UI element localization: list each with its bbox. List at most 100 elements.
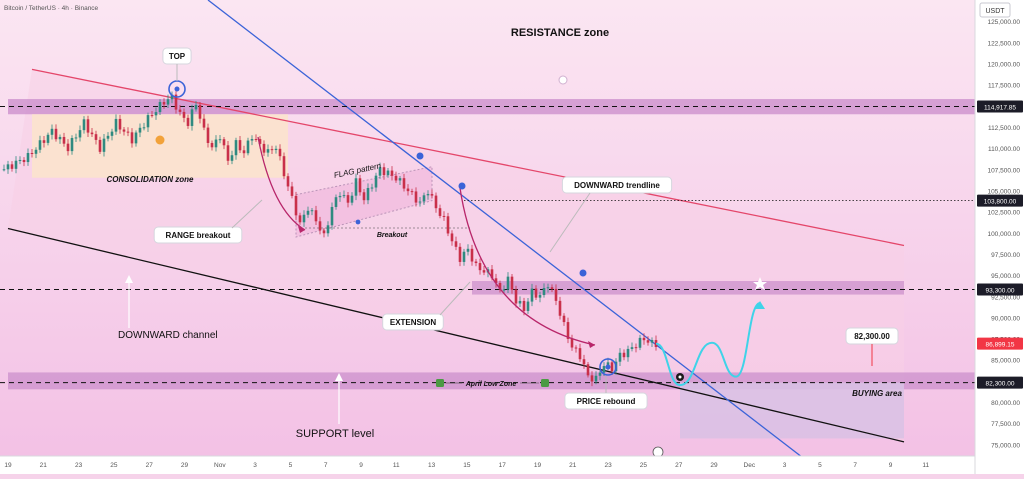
candle (286, 176, 290, 187)
channel-pointer-head (125, 275, 133, 283)
candle (158, 102, 162, 113)
x-tick: 19 (4, 462, 12, 469)
april-low-label: April Low Zone (465, 381, 517, 388)
candle (150, 115, 154, 117)
y-tick: 92,500.00 (991, 294, 1020, 301)
candle (214, 139, 218, 148)
candle (550, 287, 554, 289)
candle (542, 288, 546, 296)
candle (398, 178, 402, 181)
candle (330, 206, 334, 226)
candle (570, 338, 574, 348)
candle (602, 366, 606, 373)
zone-resistance (8, 99, 975, 115)
candle (366, 187, 370, 201)
candle (118, 118, 122, 130)
x-tick: 29 (181, 462, 189, 469)
candle (358, 178, 362, 193)
candle (106, 135, 110, 139)
candle (470, 248, 474, 262)
candle (102, 138, 106, 152)
candle (326, 225, 330, 234)
breakout-dot (355, 219, 361, 225)
extension-arrow (459, 187, 596, 346)
candle (310, 210, 314, 212)
price-tag-label: 93,300.00 (986, 287, 1015, 294)
buy-eye-pupil (678, 375, 682, 379)
candle (250, 139, 254, 141)
consolidation-label: CONSOLIDATION zone (107, 175, 195, 184)
x-tick: 5 (818, 462, 822, 469)
star-icon (753, 277, 767, 291)
annotations: TOP RANGE breakout DOWNWARD trendline EXTEN… (107, 27, 902, 458)
candle (638, 337, 642, 348)
candle (318, 221, 322, 231)
candle (466, 248, 470, 252)
arrows (257, 136, 596, 348)
candle (650, 340, 654, 343)
x-tick: 15 (463, 462, 471, 469)
candle (590, 375, 594, 382)
y-tick: 120,000.00 (987, 61, 1020, 68)
candle (594, 375, 598, 382)
candle (618, 352, 622, 362)
x-tick: 17 (499, 462, 507, 469)
y-tick: 100,000.00 (987, 231, 1020, 238)
candle (526, 301, 530, 311)
resistance-label: RESISTANCE zone (511, 27, 609, 39)
x-tick: 27 (675, 462, 683, 469)
candle (630, 347, 634, 349)
y-tick: 117,500.00 (988, 83, 1020, 90)
candle (478, 263, 482, 271)
candle (6, 164, 10, 170)
top-label: TOP (169, 52, 186, 61)
candle (58, 136, 62, 140)
candle (606, 362, 610, 367)
y-tick: 105,000.00 (987, 188, 1020, 195)
y-tick: 85,000.00 (991, 358, 1020, 365)
x-tick: 23 (75, 462, 83, 469)
candle (334, 197, 338, 207)
candle (370, 187, 374, 189)
currency-label: USDT (985, 8, 1005, 15)
x-tick: 9 (889, 462, 893, 469)
candle (194, 104, 198, 110)
range-breakout-label: RANGE breakout (166, 231, 231, 240)
x-tick: 3 (253, 462, 257, 469)
candle (578, 348, 582, 360)
candle (518, 300, 522, 304)
candle (306, 210, 310, 215)
x-tick: 7 (324, 462, 328, 469)
x-tick: 29 (710, 462, 718, 469)
y-tick: 90,000.00 (991, 315, 1020, 322)
candle (322, 230, 326, 234)
candle (458, 246, 462, 262)
price-tag-label: 86,899.15 (986, 342, 1015, 349)
price-tags: 114,917.85 103,800.00 93,300.00 86,899.15 82… (977, 100, 1023, 389)
candle (362, 192, 366, 201)
price-axis[interactable] (975, 0, 1024, 474)
x-tick: 11 (922, 462, 929, 469)
candle (114, 118, 118, 132)
currency-box[interactable] (979, 2, 1011, 18)
candle (482, 270, 486, 273)
candle (178, 109, 182, 112)
price-rebound-label: PRICE rebound (577, 397, 636, 406)
candle (18, 159, 22, 161)
horizontal-levels (0, 105, 975, 384)
candle (282, 156, 286, 177)
candle (22, 159, 26, 163)
time-axis[interactable] (0, 456, 975, 474)
candle (406, 188, 410, 192)
y-tick: 75,000.00 (991, 442, 1020, 449)
x-tick: Dec (744, 462, 756, 469)
candle (502, 289, 506, 291)
x-tick: 25 (640, 462, 648, 469)
candle (222, 139, 226, 146)
candle (30, 152, 34, 154)
candle (342, 195, 346, 197)
candle (402, 178, 406, 189)
candle (354, 178, 358, 196)
candle (258, 139, 262, 144)
